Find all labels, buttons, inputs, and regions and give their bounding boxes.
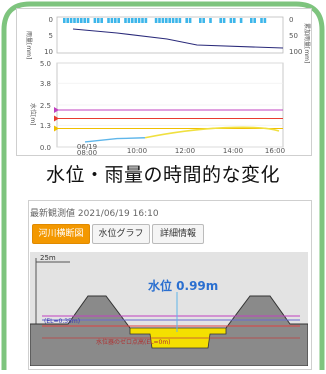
water-level-line-early <box>84 137 146 143</box>
rain-bar <box>161 18 165 23</box>
rain-bar <box>175 18 178 23</box>
rain-left-tick: 0 <box>49 16 53 24</box>
scale-label: 25m <box>40 254 56 262</box>
rain-bar <box>188 18 192 23</box>
rain-bar <box>76 18 80 23</box>
rain-bar <box>86 18 90 23</box>
rain-bar <box>229 18 233 23</box>
header-time: 2021/06/19 16:10 <box>77 209 159 219</box>
rain-bar <box>260 18 263 23</box>
chart-caption: 水位・雨量の時間的な変化 <box>45 164 280 186</box>
level-ylabel: 水位[m] <box>29 103 37 126</box>
level-y-tick: 2.5 <box>40 102 51 110</box>
rain-bar <box>97 18 100 23</box>
el-label: (EL=0.35m) <box>44 318 80 325</box>
rain-bar <box>110 18 114 23</box>
rain-bar <box>168 18 171 23</box>
threshold-marker <box>54 115 59 122</box>
water-level-label: 水位 0.99m <box>148 278 218 293</box>
rain-bar <box>114 18 117 23</box>
rain-bar <box>137 18 141 23</box>
header-label: 最新観測値 <box>30 209 76 219</box>
rain-bar <box>100 18 103 23</box>
x-tick-label: 10:00 <box>127 147 147 155</box>
cumulative-ylabel: 累加雨量[mm] <box>303 23 311 63</box>
rain-bar <box>233 18 236 23</box>
rain-bar <box>66 18 69 23</box>
rain-bar <box>178 18 182 23</box>
water-level-line <box>144 126 280 139</box>
rain-bar <box>131 18 134 23</box>
x-tick-label: 12:00 <box>175 147 195 155</box>
rain-bar <box>239 18 243 23</box>
rain-bar <box>250 18 253 23</box>
rain-bar <box>263 18 267 23</box>
threshold-marker <box>54 125 59 132</box>
cumulative-rain-line <box>72 28 284 49</box>
rain-bar <box>222 18 226 23</box>
rain-bar <box>185 18 188 23</box>
rain-bar <box>83 18 86 23</box>
rain-bar <box>154 18 158 23</box>
rain-left-tick: 5 <box>49 32 53 40</box>
rain-bar <box>253 18 256 23</box>
zero-point-label: 水位器のゼロ点高(EL=0m) <box>96 338 171 346</box>
rain-right-tick: 0 <box>289 16 293 24</box>
x-tick-label: 14:00 <box>223 147 243 155</box>
rain-bar <box>117 18 120 23</box>
x-tick-label: 08:00 <box>77 149 97 155</box>
rain-bar <box>69 18 73 23</box>
rain-bar <box>93 18 97 23</box>
level-y-tick: 5.0 <box>40 60 51 68</box>
rain-right-tick: 50 <box>289 32 298 40</box>
rain-bar <box>209 18 212 23</box>
rain-bar <box>134 18 137 23</box>
level-y-tick: 1.3 <box>40 122 51 130</box>
rain-bar <box>202 18 205 23</box>
latest-observation: 最新観測値 2021/06/19 16:10 <box>30 206 159 219</box>
rain-bar <box>141 18 144 23</box>
rain-bar <box>107 18 110 23</box>
rain-bar <box>144 18 148 23</box>
rain-bar <box>63 18 66 23</box>
rain-bar <box>165 18 168 23</box>
rain-bar <box>199 18 202 23</box>
rain-bar <box>158 18 161 23</box>
x-tick-label: 06/19 <box>77 143 97 151</box>
threshold-marker <box>54 107 59 114</box>
rain-bar <box>124 18 127 23</box>
chart-panel: 0 5 10 0 50 100 雨量[mm] 累加雨量[mm] 5.0 3.8 2.5 1.3 0.0 水… <box>16 8 312 157</box>
rain-bar <box>127 18 131 23</box>
rain-bar <box>73 18 76 23</box>
rain-left-tick: 10 <box>44 48 53 56</box>
rain-bar <box>80 18 83 23</box>
cross-section-button[interactable]: 河川横断図 <box>32 224 90 244</box>
details-button[interactable]: 詳細情報 <box>152 224 204 244</box>
level-y-tick: 0.0 <box>40 144 51 152</box>
rain-bar <box>219 18 222 23</box>
rain-ylabel: 雨量[mm] <box>25 31 32 59</box>
rain-right-tick: 100 <box>289 48 302 56</box>
level-y-tick: 3.8 <box>40 80 51 88</box>
x-tick-label: 16:00 <box>265 147 285 155</box>
level-graph-button[interactable]: 水位グラフ <box>92 224 150 244</box>
rain-bar <box>171 18 175 23</box>
cross-section-diagram: 25m 水位 0.99m (EL=0.35m) 水位器のゼロ点高(EL=0m) <box>30 252 308 366</box>
